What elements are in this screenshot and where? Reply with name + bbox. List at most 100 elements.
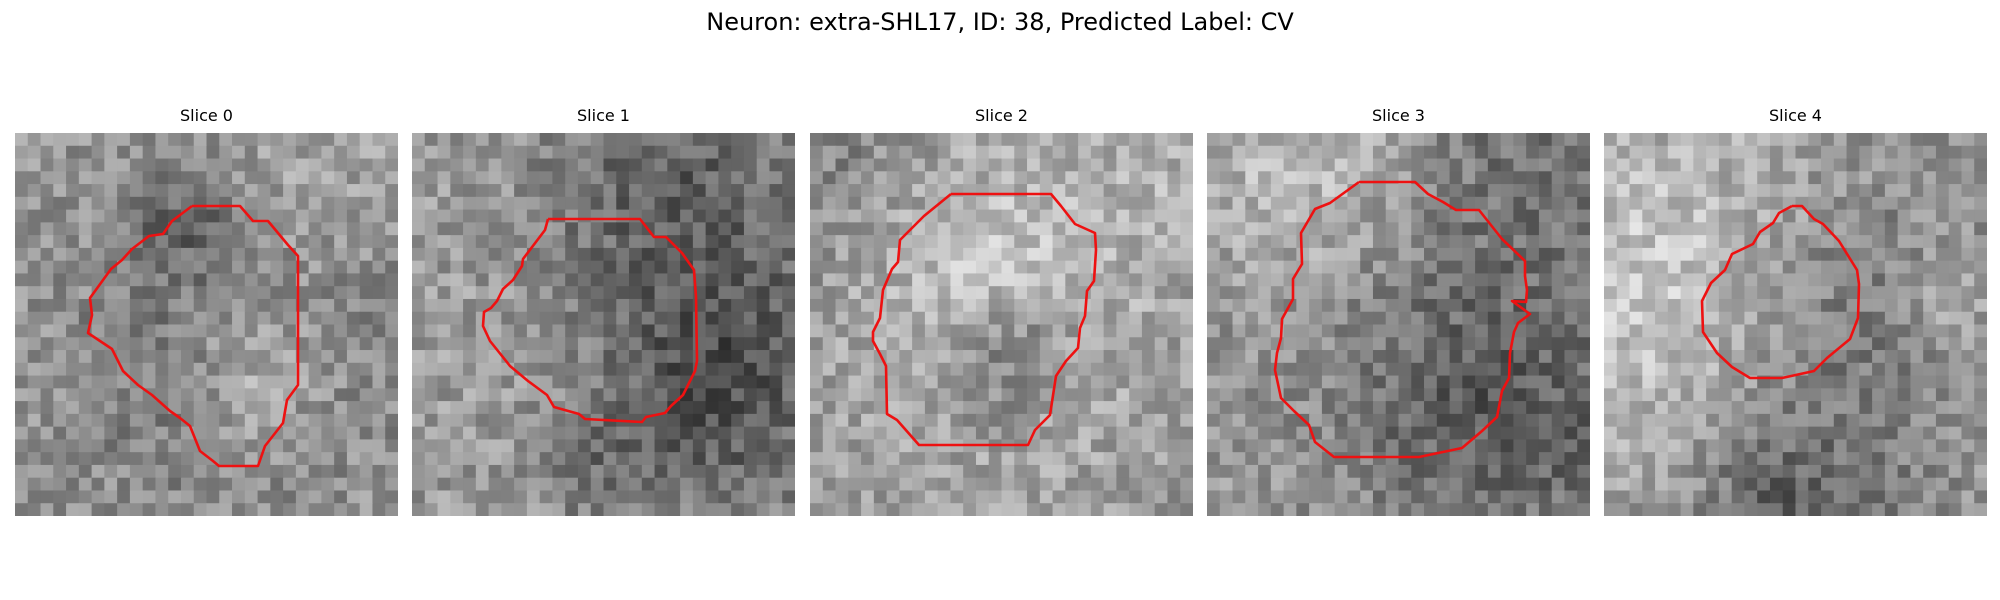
pixel [283, 222, 296, 235]
pixel [1834, 261, 1847, 274]
pixel [309, 286, 322, 299]
pixel [680, 235, 693, 248]
pixel [667, 299, 680, 312]
pixel [1513, 452, 1526, 465]
pixel [1564, 452, 1577, 465]
pixel [1642, 363, 1655, 376]
pixel [1233, 159, 1246, 172]
pixel [1949, 401, 1962, 414]
pixel [92, 427, 105, 440]
pixel [1142, 401, 1155, 414]
pixel [1155, 363, 1168, 376]
pixel [1577, 248, 1590, 261]
pixel [438, 133, 451, 146]
pixel [1078, 452, 1091, 465]
pixel [1437, 363, 1450, 376]
pixel [1501, 414, 1514, 427]
pixel [309, 465, 322, 478]
pixel [1539, 439, 1552, 452]
pixel [1002, 427, 1015, 440]
pixel [15, 414, 28, 427]
pixel [1220, 388, 1233, 401]
pixel [1309, 286, 1322, 299]
pixel [1309, 478, 1322, 491]
pixel [41, 439, 54, 452]
pixel [744, 286, 757, 299]
pixel [642, 388, 655, 401]
pixel [168, 273, 181, 286]
pixel [1411, 503, 1424, 516]
pixel [104, 401, 117, 414]
pixel [15, 363, 28, 376]
pixel [372, 261, 385, 274]
pixel [283, 439, 296, 452]
pixel [744, 363, 757, 376]
pixel [1027, 452, 1040, 465]
pixel [757, 478, 770, 491]
pixel [1142, 286, 1155, 299]
pixel [1233, 261, 1246, 274]
pixel [1936, 286, 1949, 299]
pixel [769, 286, 782, 299]
pixel [769, 478, 782, 491]
pixel [976, 312, 989, 325]
pixel [1910, 337, 1923, 350]
pixel [143, 299, 156, 312]
pixel [1821, 363, 1834, 376]
pixel [1488, 325, 1501, 338]
pixel [1475, 388, 1488, 401]
pixel [1027, 273, 1040, 286]
pixel [565, 248, 578, 261]
pixel [489, 465, 502, 478]
pixel [219, 388, 232, 401]
pixel [309, 490, 322, 503]
pixel [1027, 261, 1040, 274]
pixel [1552, 197, 1565, 210]
pixel [925, 159, 938, 172]
pixel [552, 490, 565, 503]
pixel [385, 299, 398, 312]
pixel [258, 171, 271, 184]
pixel [1681, 299, 1694, 312]
pixel [950, 503, 963, 516]
pixel [1488, 133, 1501, 146]
pixel [836, 248, 849, 261]
pixel [1271, 286, 1284, 299]
pixel [1488, 439, 1501, 452]
pixel [53, 376, 66, 389]
pixel [1796, 414, 1809, 427]
pixel [53, 133, 66, 146]
pixel [1450, 350, 1463, 363]
pixel [706, 159, 719, 172]
pixel [642, 337, 655, 350]
pixel [1732, 401, 1745, 414]
pixel [1604, 388, 1617, 401]
pixel [989, 452, 1002, 465]
pixel [232, 248, 245, 261]
pixel [232, 363, 245, 376]
pixel [1604, 439, 1617, 452]
pixel [1014, 465, 1027, 478]
pixel [1923, 299, 1936, 312]
pixel [1732, 171, 1745, 184]
pixel [321, 325, 334, 338]
pixel [1284, 184, 1297, 197]
pixel [1284, 248, 1297, 261]
pixel [861, 439, 874, 452]
pixel [1155, 286, 1168, 299]
pixel [1309, 350, 1322, 363]
pixel [1424, 427, 1437, 440]
pixel [642, 248, 655, 261]
pixel [1220, 427, 1233, 440]
pixel [1564, 146, 1577, 159]
pixel [155, 286, 168, 299]
pixel [1949, 235, 1962, 248]
pixel [552, 414, 565, 427]
pixel [1207, 222, 1220, 235]
pixel [53, 222, 66, 235]
pixel [1630, 133, 1643, 146]
pixel [1373, 261, 1386, 274]
pixel [194, 299, 207, 312]
pixel [1577, 465, 1590, 478]
pixel [1437, 312, 1450, 325]
